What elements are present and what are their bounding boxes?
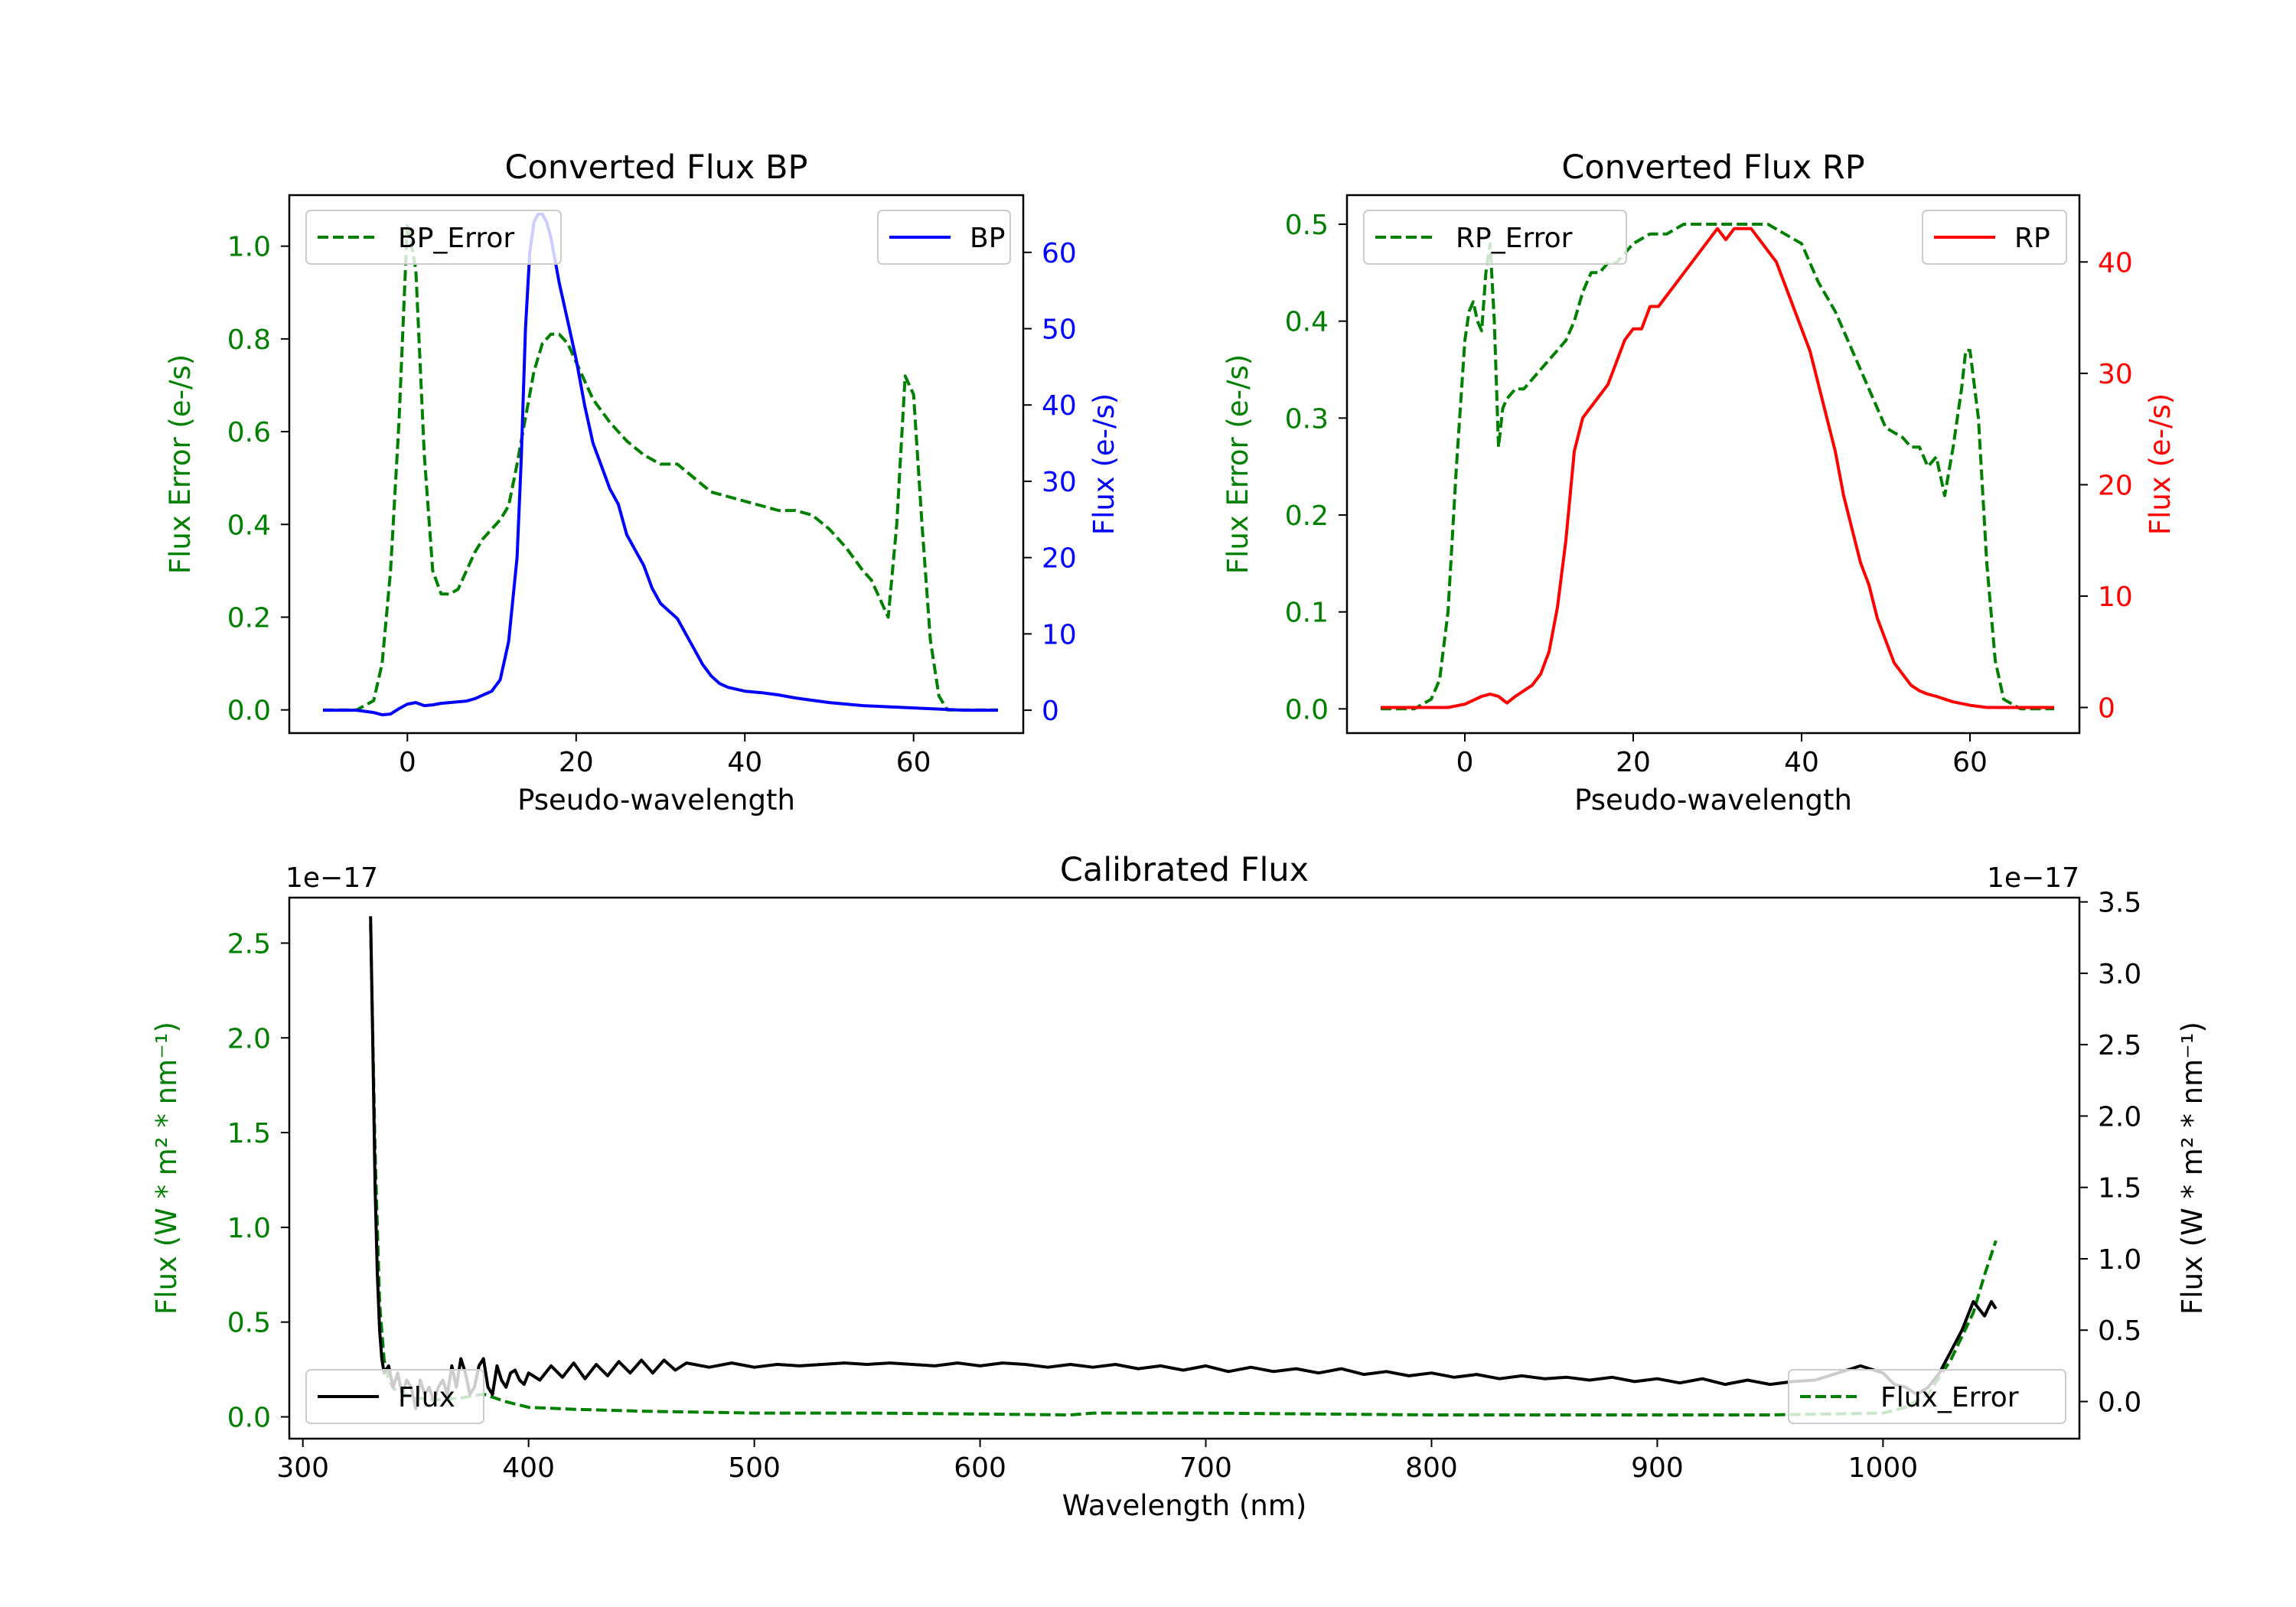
legend-label: Flux_Error (1880, 1382, 2019, 1413)
y-right-tick-label: 0 (1042, 696, 1059, 727)
legend-label: BP (970, 223, 1005, 254)
y-right-tick-label: 1.0 (2098, 1244, 2141, 1276)
y-right-axis-label: Flux (e-/s) (2144, 393, 2177, 535)
y-left-tick-label: 0.2 (227, 602, 271, 634)
legend-left: RP_Error (1363, 210, 1627, 265)
series-line-flux (369, 916, 1998, 1410)
x-axis-label: Pseudo-wavelength (517, 784, 795, 817)
x-tick-label: 20 (559, 747, 594, 778)
x-tick-label: 900 (1631, 1452, 1684, 1484)
legend-label: RP (2014, 223, 2050, 254)
y-right-tick-label: 0.0 (2098, 1387, 2141, 1418)
y-right-axis-label: Flux (e-/s) (1088, 393, 1120, 535)
y-left-tick-label: 2.0 (227, 1023, 271, 1054)
legend-box (1363, 210, 1627, 265)
x-tick-label: 600 (954, 1452, 1006, 1484)
legend-label: RP_Error (1456, 223, 1573, 254)
y-right-tick-label: 40 (1042, 390, 1077, 422)
x-tick-label: 400 (502, 1452, 555, 1484)
legend-right: Flux_Error (1788, 1369, 2066, 1424)
y-right-tick-label: 30 (1042, 467, 1077, 498)
x-tick-label: 800 (1405, 1452, 1458, 1484)
y-left-tick-label: 0.1 (1285, 598, 1329, 629)
chart-title: Calibrated Flux (1060, 851, 1309, 889)
x-axis-label: Wavelength (nm) (1062, 1489, 1307, 1522)
y-left-tick-label: 0.0 (227, 1403, 271, 1434)
y-left-tick-label: 0.3 (1285, 403, 1329, 435)
y-right-tick-label: 40 (2098, 247, 2133, 279)
y-right-tick-label: 60 (1042, 238, 1077, 269)
y-left-tick-label: 0.5 (1285, 210, 1329, 241)
legend-box (305, 1369, 484, 1424)
chart-title: Converted Flux BP (505, 148, 808, 187)
panel-calibrated-flux: 300 400 500 600 700 800 900 1000 0.0 0.5 1.0 1.5 2.0… (150, 851, 2209, 1522)
x-tick-label: 40 (727, 747, 762, 778)
series-line-bp-error (323, 221, 998, 712)
legend-left: Flux (305, 1369, 484, 1424)
y-left-tick-label: 0.4 (1285, 307, 1329, 338)
legend-box (305, 210, 562, 265)
panel-converted-flux-rp: 0 20 40 60 0.0 0.1 0.2 0.3 0.4 0.5 0 10 20 30 40 Conver… (1221, 148, 2177, 817)
x-tick-label: 20 (1616, 747, 1651, 778)
y-left-tick-label: 1.0 (227, 232, 271, 263)
plot-frame (1345, 194, 2081, 735)
y-right-tick-label: 1.5 (2098, 1173, 2141, 1204)
y-right-tick-label: 30 (2098, 359, 2133, 390)
y-right-tick-label: 20 (1042, 543, 1077, 575)
legend-label: BP_Error (398, 223, 514, 254)
y-left-tick-label: 0.8 (227, 324, 271, 356)
y-right-tick-label: 3.0 (2098, 959, 2141, 990)
y-right-tick-label: 0.5 (2098, 1315, 2141, 1347)
x-tick-label: 0 (399, 747, 416, 778)
series-line-bp (323, 212, 998, 717)
legend-right: BP (877, 210, 1011, 265)
x-tick-label: 60 (896, 747, 931, 778)
x-tick-label: 40 (1784, 747, 1819, 778)
y-left-tick-label: 0.6 (227, 417, 271, 448)
legend-box (1788, 1369, 2066, 1424)
y-right-tick-label: 2.0 (2098, 1101, 2141, 1133)
y-left-axis-label: Flux Error (e-/s) (1221, 354, 1254, 574)
x-tick-label: 500 (728, 1452, 781, 1484)
y-left-tick-label: 0.5 (227, 1308, 271, 1339)
y-left-axis-label: Flux (W * m² * nm⁻¹) (150, 1022, 183, 1315)
legend-left: BP_Error (305, 210, 562, 265)
x-tick-label: 300 (276, 1452, 329, 1484)
legend-right: RP (1922, 210, 2067, 265)
series-line-rp-error (1381, 223, 2054, 711)
y-right-axis-label: Flux (W * m² * nm⁻¹) (2176, 1022, 2209, 1315)
y-right-tick-label: 0 (2098, 693, 2115, 725)
y-left-tick-label: 0.2 (1285, 500, 1329, 532)
panel-converted-flux-bp: 0 20 40 60 0.0 0.2 0.4 0.6 0.8 1.0 0 10 20 30 40 50 60 Co… (164, 148, 1120, 817)
x-tick-label: 1000 (1848, 1452, 1919, 1484)
y-left-tick-label: 1.0 (227, 1213, 271, 1244)
x-tick-label: 700 (1179, 1452, 1232, 1484)
y-left-tick-label: 0.0 (1285, 694, 1329, 725)
y-left-tick-label: 1.5 (227, 1118, 271, 1149)
y-left-tick-label: 0.0 (227, 696, 271, 727)
y-right-tick-label: 50 (1042, 315, 1077, 346)
y-left-offset-label: 1e−17 (285, 862, 378, 894)
series-line-rp (1381, 227, 2054, 709)
series-line-flux-error (369, 924, 1998, 1416)
legend-label: Flux (398, 1382, 455, 1413)
y-right-tick-label: 2.5 (2098, 1030, 2141, 1061)
y-right-tick-label: 3.5 (2098, 888, 2141, 919)
y-right-tick-label: 10 (2098, 582, 2133, 613)
x-axis-label: Pseudo-wavelength (1574, 784, 1852, 817)
y-left-tick-label: 0.4 (227, 510, 271, 541)
x-tick-label: 60 (1952, 747, 1988, 778)
x-tick-label: 0 (1456, 747, 1474, 778)
y-right-tick-label: 20 (2098, 470, 2133, 501)
y-left-tick-label: 2.5 (227, 928, 271, 960)
plot-frame (288, 194, 1025, 735)
plot-frame (288, 896, 2081, 1440)
y-right-tick-label: 10 (1042, 619, 1077, 650)
y-left-axis-label: Flux Error (e-/s) (164, 354, 197, 574)
y-right-offset-label: 1e−17 (1987, 862, 2079, 894)
chart-title: Converted Flux RP (1561, 148, 1864, 187)
